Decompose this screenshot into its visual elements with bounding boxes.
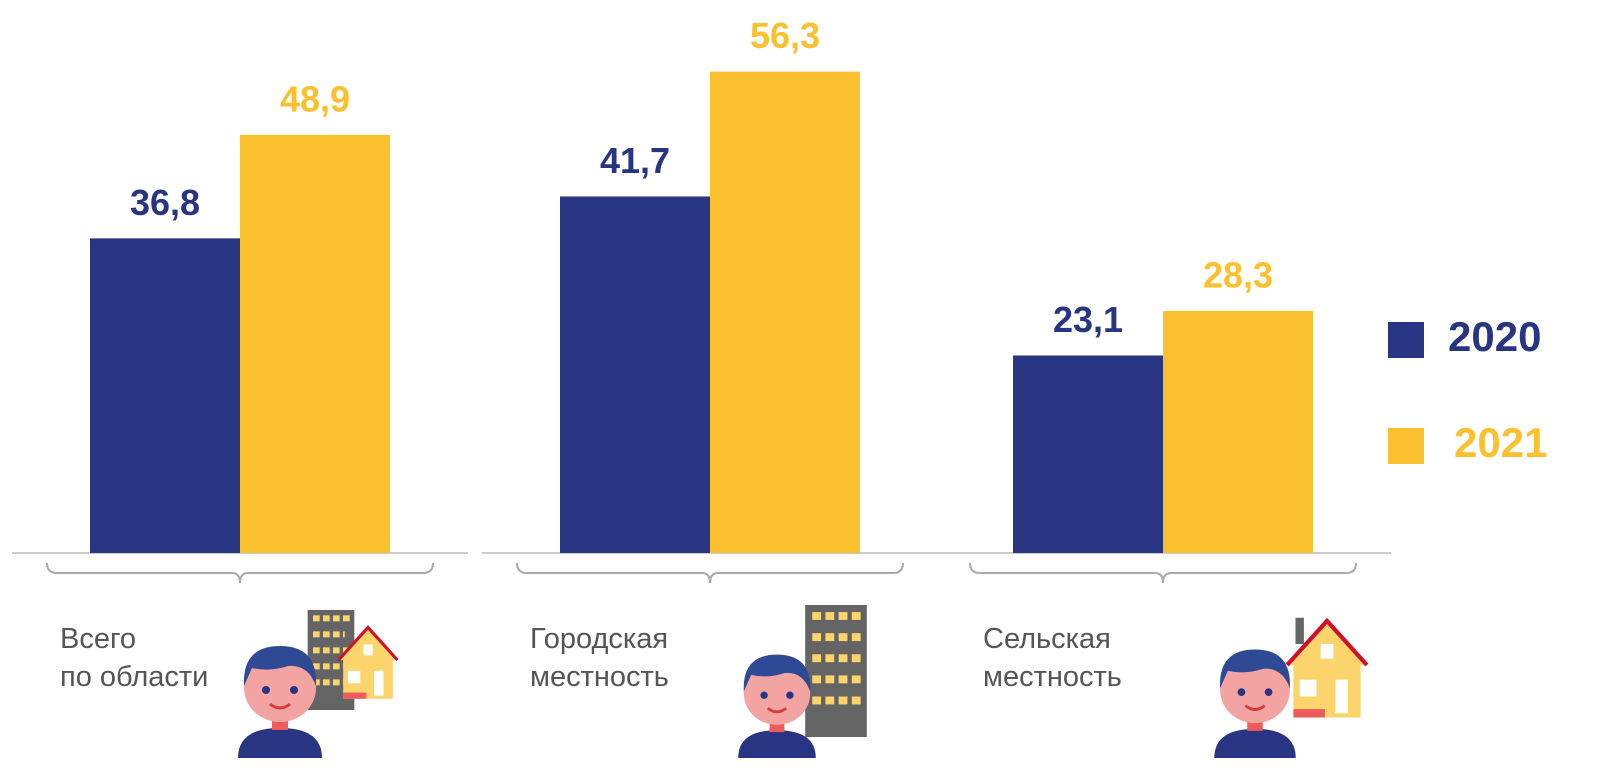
bar	[90, 238, 240, 553]
brace	[517, 563, 903, 583]
value-label: 28,3	[1203, 255, 1273, 296]
category-text: Городская местность	[530, 620, 710, 696]
brace	[47, 563, 433, 583]
category-label: Всего по области	[60, 620, 240, 710]
legend-label: 2021	[1454, 419, 1547, 466]
value-label: 36,8	[130, 182, 200, 223]
category-text: Сельская местность	[983, 620, 1163, 696]
value-label: 23,1	[1053, 299, 1123, 340]
legend-swatch	[1388, 322, 1424, 358]
category-label: Сельская местность	[983, 620, 1163, 710]
value-label: 56,3	[750, 15, 820, 56]
chart: Всего по области 36,8 48,9 Городская местно…	[0, 0, 1615, 780]
bar	[710, 72, 860, 553]
value-label: 41,7	[600, 140, 670, 181]
category-label: Городская местность	[530, 620, 710, 710]
bar	[1013, 355, 1163, 553]
brace	[970, 563, 1356, 583]
legend-label: 2020	[1448, 313, 1541, 360]
bar	[1163, 311, 1313, 553]
value-label: 48,9	[280, 78, 350, 119]
bar	[240, 135, 390, 553]
icons	[238, 605, 1367, 758]
category-text: Всего по области	[60, 620, 240, 696]
legend-swatch	[1388, 428, 1424, 464]
bar	[560, 196, 710, 553]
